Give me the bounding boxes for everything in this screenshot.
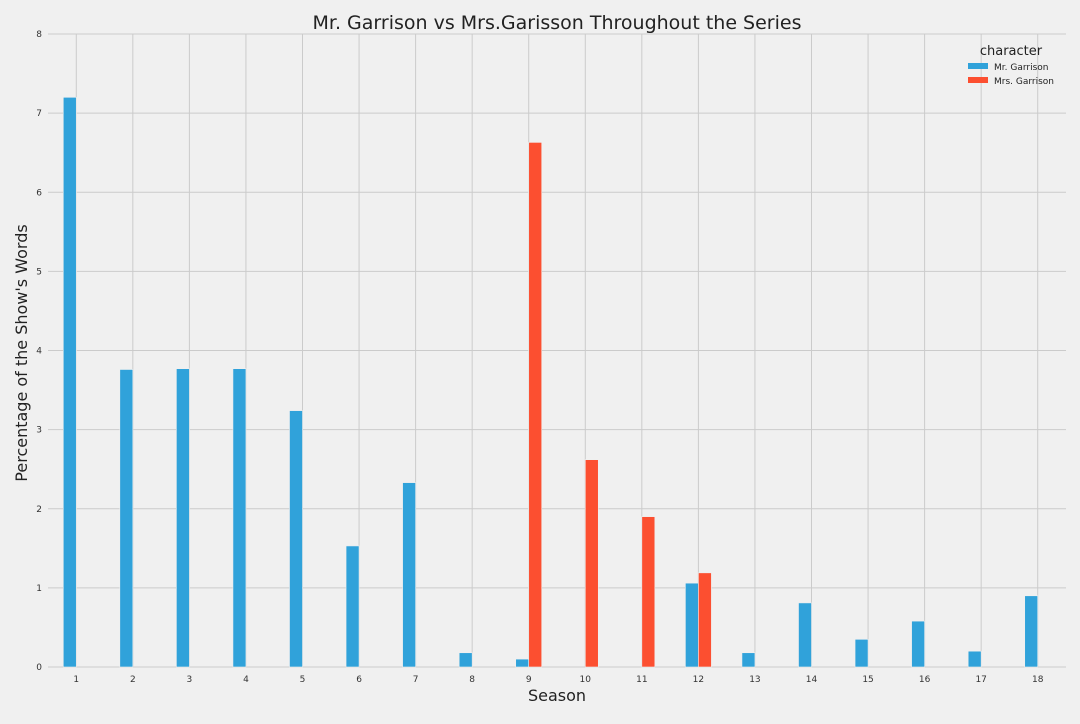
y-tick-label: 6 bbox=[36, 188, 42, 198]
bar-mr-garrison-season-4 bbox=[232, 368, 247, 668]
bar-mrs-garrison-season-11 bbox=[641, 516, 656, 668]
y-tick-label: 4 bbox=[36, 347, 42, 357]
legend-title: character bbox=[980, 44, 1043, 59]
x-tick-label: 3 bbox=[187, 675, 193, 685]
legend-label-mr-garrison: Mr. Garrison bbox=[994, 63, 1049, 73]
x-tick-label: 1 bbox=[73, 675, 79, 685]
x-tick-label: 15 bbox=[862, 675, 873, 685]
bar-mr-garrison-season-16 bbox=[911, 620, 925, 668]
bar-mr-garrison-season-5 bbox=[289, 410, 303, 668]
bar-mr-garrison-season-14 bbox=[798, 602, 812, 668]
bar-mrs-garrison-season-9 bbox=[528, 142, 543, 668]
y-tick-label: 5 bbox=[36, 267, 42, 277]
x-tick-label: 2 bbox=[130, 675, 136, 685]
bar-mr-garrison-season-8 bbox=[458, 652, 473, 668]
x-tick-label: 10 bbox=[580, 675, 592, 685]
bar-mr-garrison-season-18 bbox=[1024, 595, 1039, 668]
bar-mr-garrison-season-9 bbox=[515, 658, 530, 668]
x-tick-label: 6 bbox=[356, 675, 362, 685]
x-tick-label: 11 bbox=[636, 675, 647, 685]
x-tick-label: 13 bbox=[749, 675, 760, 685]
x-tick-label: 5 bbox=[300, 675, 306, 685]
y-tick-label: 8 bbox=[36, 30, 42, 40]
bar-mrs-garrison-season-10 bbox=[584, 459, 599, 668]
chart-title: Mr. Garrison vs Mrs.Garisson Throughout … bbox=[313, 12, 802, 34]
x-tick-label: 4 bbox=[243, 675, 249, 685]
y-tick-label: 3 bbox=[36, 426, 42, 436]
y-tick-label: 1 bbox=[36, 584, 42, 594]
bar-mr-garrison-season-3 bbox=[176, 368, 190, 668]
y-tick-label: 0 bbox=[36, 663, 42, 673]
legend-swatch-mr-garrison bbox=[968, 63, 988, 69]
bars bbox=[62, 97, 1039, 668]
x-tick-label: 8 bbox=[469, 675, 475, 685]
x-tick-label: 7 bbox=[413, 675, 419, 685]
x-axis-title: Season bbox=[528, 686, 586, 705]
x-tick-label: 12 bbox=[693, 675, 704, 685]
x-tick-label: 17 bbox=[975, 675, 986, 685]
x-tick-label: 14 bbox=[806, 675, 818, 685]
bar-mr-garrison-season-13 bbox=[741, 652, 756, 668]
bar-mr-garrison-season-2 bbox=[119, 369, 134, 668]
bar-mr-garrison-season-12 bbox=[685, 582, 699, 668]
bar-mrs-garrison-season-12 bbox=[698, 572, 712, 668]
bar-mr-garrison-season-1 bbox=[62, 97, 77, 668]
grid-lines bbox=[48, 33, 1066, 668]
bar-mr-garrison-season-15 bbox=[854, 639, 869, 668]
x-tick-label: 16 bbox=[919, 675, 931, 685]
x-tick-label: 9 bbox=[526, 675, 532, 685]
y-tick-label: 2 bbox=[36, 505, 42, 515]
y-tick-label: 7 bbox=[36, 109, 42, 119]
legend-swatch-mrs-garrison bbox=[968, 77, 988, 83]
bar-mr-garrison-season-6 bbox=[345, 545, 360, 668]
bar-mr-garrison-season-17 bbox=[967, 650, 982, 668]
legend: character Mr. Garrison Mrs. Garrison bbox=[968, 44, 1054, 87]
bar-mr-garrison-season-7 bbox=[402, 482, 416, 668]
x-tick-label: 18 bbox=[1032, 675, 1044, 685]
legend-label-mrs-garrison: Mrs. Garrison bbox=[994, 77, 1054, 87]
y-axis-title: Percentage of the Show's Words bbox=[12, 224, 31, 481]
